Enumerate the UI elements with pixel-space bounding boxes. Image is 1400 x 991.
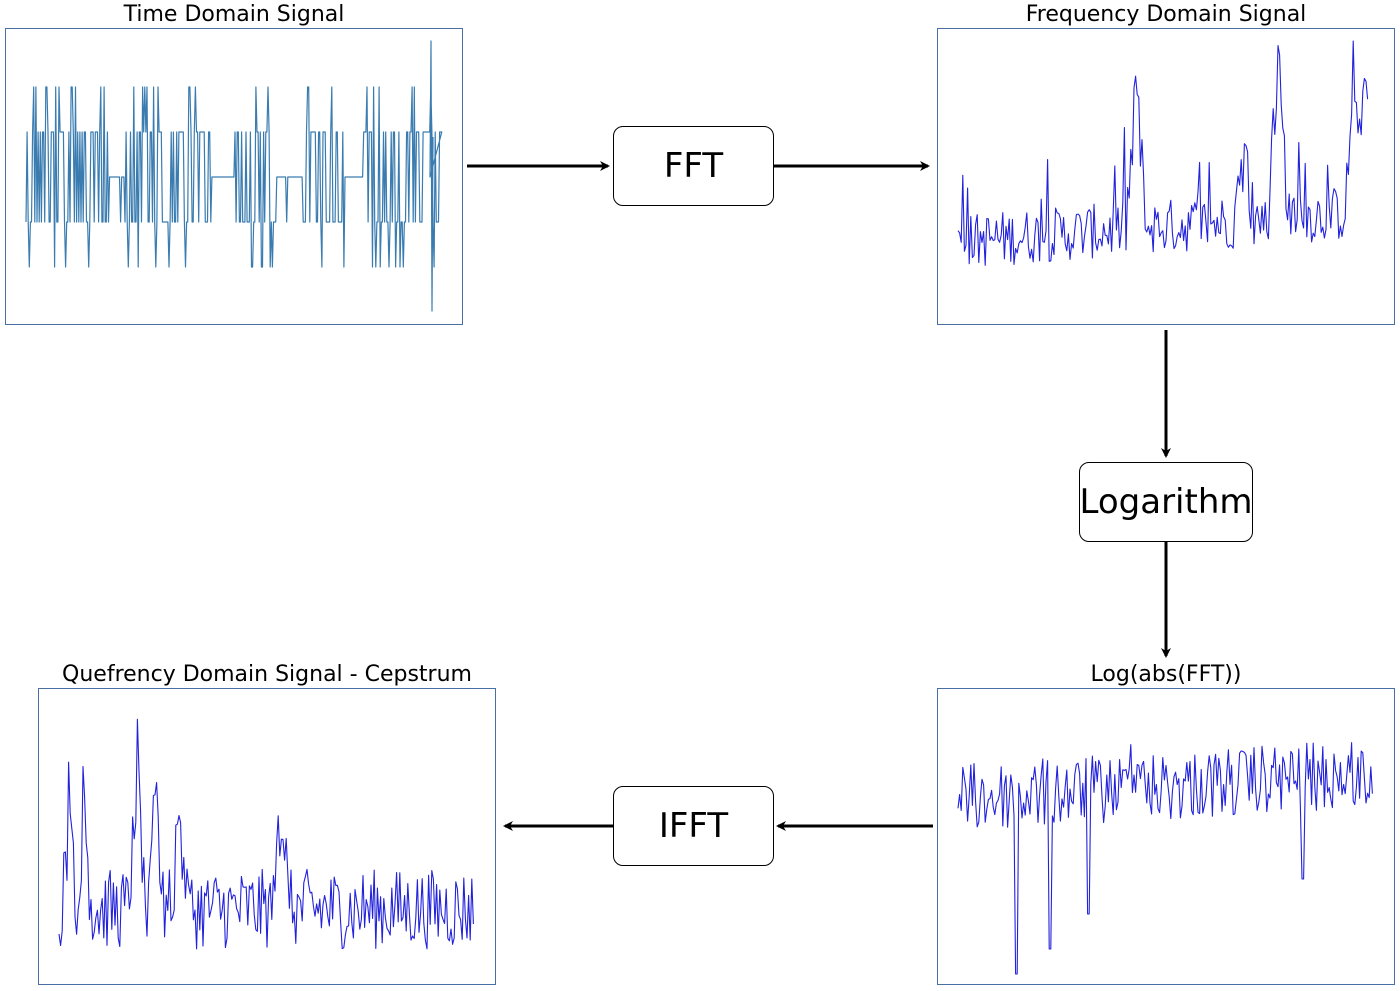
frequency-domain-title: Frequency Domain Signal: [1025, 2, 1307, 27]
logarithm-step: Logarithm: [1079, 462, 1253, 542]
log-abs-fft-title: Log(abs(FFT)): [1090, 662, 1242, 687]
cepstrum-panel: [38, 688, 496, 985]
time-domain-plot: [25, 40, 443, 312]
fft-step: FFT: [613, 126, 774, 206]
frequency-domain-plot: [957, 40, 1369, 266]
log-abs-fft-waveform: [957, 742, 1373, 975]
cepstrum-plot: [58, 718, 474, 950]
cepstrum-waveform: [58, 718, 474, 950]
frequency-domain-panel: [937, 28, 1395, 325]
cepstrum-title: Quefrency Domain Signal - Cepstrum: [62, 662, 472, 687]
log-abs-fft-panel: [937, 688, 1395, 985]
time-domain-waveform: [25, 40, 443, 312]
time-domain-title: Time Domain Signal: [123, 2, 345, 27]
time-domain-panel: [5, 28, 463, 325]
frequency-domain-waveform: [957, 40, 1369, 266]
ifft-step: IFFT: [613, 786, 774, 866]
log-abs-fft-plot: [957, 742, 1373, 975]
